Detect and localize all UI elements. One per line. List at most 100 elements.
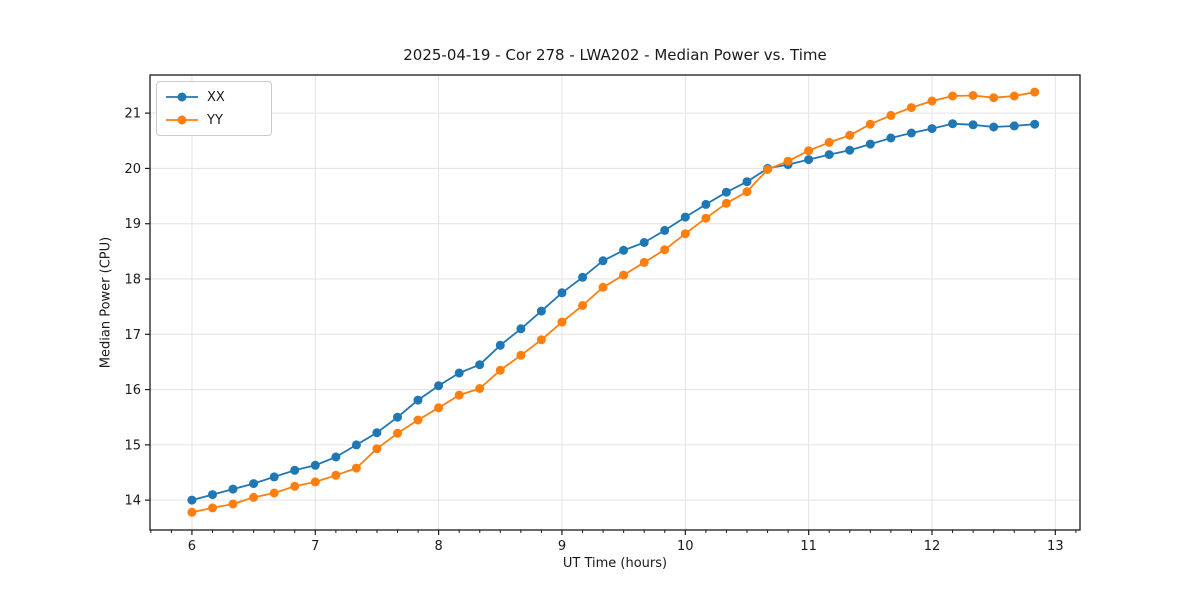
data-point-yy xyxy=(1030,87,1040,97)
y-tick-label: 18 xyxy=(124,273,141,288)
legend-line-marker-icon xyxy=(166,92,198,102)
data-point-xx xyxy=(249,479,259,489)
data-point-xx xyxy=(228,484,238,494)
data-point-xx xyxy=(413,395,423,405)
x-tick-label: 11 xyxy=(800,539,817,554)
data-point-yy xyxy=(721,198,731,208)
data-point-xx xyxy=(516,324,526,334)
data-point-xx xyxy=(927,124,937,134)
data-point-yy xyxy=(495,365,505,375)
data-point-yy xyxy=(598,282,608,292)
data-point-yy xyxy=(1009,91,1019,101)
data-point-yy xyxy=(763,165,773,174)
series-line-xx xyxy=(191,122,1035,501)
data-point-xx xyxy=(824,150,834,160)
data-point-yy xyxy=(290,481,300,491)
data-point-xx xyxy=(619,245,629,255)
data-point-yy xyxy=(886,110,896,120)
data-point-yy xyxy=(351,463,361,473)
data-point-yy xyxy=(228,499,238,509)
data-point-yy xyxy=(249,492,259,502)
chart-title: 2025-04-19 - Cor 278 - LWA202 - Median P… xyxy=(403,46,827,64)
data-point-xx xyxy=(845,145,855,155)
data-point-yy xyxy=(845,130,855,140)
y-tick-label: 15 xyxy=(124,438,141,453)
data-point-yy xyxy=(310,477,320,487)
data-point-yy xyxy=(906,103,916,113)
data-point-yy xyxy=(475,384,485,393)
data-point-xx xyxy=(948,119,958,129)
series-line-yy xyxy=(191,91,1035,514)
legend-label: YY xyxy=(207,112,223,128)
data-point-xx xyxy=(393,412,402,422)
data-point-xx xyxy=(680,212,690,222)
data-point-yy xyxy=(660,245,670,255)
data-point-yy xyxy=(187,507,197,517)
x-tick-label: 10 xyxy=(677,539,694,554)
data-point-yy xyxy=(968,91,978,100)
data-point-xx xyxy=(290,465,300,475)
data-point-xx xyxy=(269,472,279,482)
data-point-yy xyxy=(434,403,444,413)
y-tick-label: 16 xyxy=(124,383,141,398)
data-point-yy xyxy=(331,470,341,480)
x-tick-label: 9 xyxy=(558,539,566,554)
x-tick-label: 6 xyxy=(188,539,196,554)
data-point-yy xyxy=(742,187,752,197)
data-point-xx xyxy=(906,128,916,138)
data-point-xx xyxy=(536,306,546,316)
data-point-xx xyxy=(804,155,814,165)
data-point-xx xyxy=(578,272,588,282)
legend: XX YY xyxy=(156,81,272,136)
data-point-xx xyxy=(434,381,444,391)
data-point-xx xyxy=(495,340,505,350)
x-tick-label: 8 xyxy=(434,539,442,554)
x-axis-label: UT Time (hours) xyxy=(562,556,668,571)
data-point-xx xyxy=(639,238,649,247)
data-point-yy xyxy=(557,317,567,327)
x-tick-label: 7 xyxy=(311,539,319,554)
y-tick-label: 21 xyxy=(124,107,141,122)
data-point-xx xyxy=(187,495,197,505)
data-point-xx xyxy=(989,122,999,132)
data-point-yy xyxy=(680,229,690,239)
data-point-yy xyxy=(639,257,649,267)
data-point-xx xyxy=(454,368,464,378)
y-tick-label: 20 xyxy=(124,162,141,177)
y-tick-label: 17 xyxy=(124,328,141,343)
data-point-yy xyxy=(619,270,629,280)
data-point-xx xyxy=(701,199,711,209)
data-point-yy xyxy=(393,428,402,438)
data-point-xx xyxy=(310,460,320,470)
data-point-xx xyxy=(742,177,752,187)
data-point-xx xyxy=(557,288,567,298)
y-tick-label: 14 xyxy=(124,494,141,509)
data-point-yy xyxy=(516,350,526,360)
data-point-yy xyxy=(989,93,999,103)
data-point-xx xyxy=(372,428,382,438)
y-axis-label: Median Power (CPU) xyxy=(98,236,114,369)
data-point-yy xyxy=(454,390,464,400)
data-point-xx xyxy=(208,490,217,500)
data-point-yy xyxy=(804,146,814,156)
data-point-yy xyxy=(927,96,937,106)
x-tick-label: 12 xyxy=(924,539,941,554)
x-tick-label: 13 xyxy=(1047,539,1064,554)
data-point-yy xyxy=(865,119,875,129)
data-point-yy xyxy=(948,91,958,101)
data-point-xx xyxy=(968,120,978,130)
data-point-yy xyxy=(578,301,588,310)
data-point-yy xyxy=(372,444,382,454)
data-point-xx xyxy=(886,133,896,143)
data-point-yy xyxy=(783,156,793,166)
axes-box xyxy=(149,74,1081,531)
legend-item-xx: XX xyxy=(165,88,261,106)
data-point-xx xyxy=(598,256,608,266)
data-point-yy xyxy=(269,488,279,498)
data-point-yy xyxy=(824,137,834,147)
data-point-xx xyxy=(1009,121,1019,131)
data-point-yy xyxy=(701,213,711,223)
data-point-xx xyxy=(865,139,875,149)
data-point-yy xyxy=(413,415,423,425)
